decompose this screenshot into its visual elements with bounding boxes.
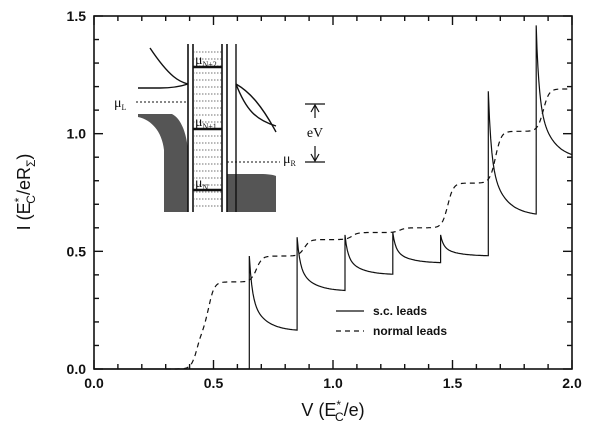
- inset-right-lead-fill: [227, 174, 276, 212]
- series-line-sc-leads: [94, 25, 573, 370]
- inset-left-upper-edge-2: [138, 83, 189, 89]
- series-line-normal-leads: [165, 88, 572, 370]
- inset-ev-arrowhead-down: [310, 153, 320, 163]
- inset-label-mu-n: μN: [195, 176, 209, 192]
- inset-left-upper-edge: [149, 47, 189, 85]
- legend-label-sc-leads: s.c. leads: [373, 304, 427, 318]
- y-tick-label: 0.0: [67, 361, 87, 377]
- y-axis-label: I (E*C/eRΣ): [12, 154, 38, 231]
- inset-energy-diagram: μL μR μN+2 μN+1 μN eV: [114, 44, 325, 212]
- inset-ev-arrowhead-up: [310, 103, 320, 113]
- legend-label-normal-leads: normal leads: [373, 324, 447, 338]
- inset-label-ev: eV: [307, 126, 323, 141]
- y-tick-label: 0.5: [67, 243, 87, 259]
- inset-label-mu-n2: μN+2: [195, 53, 217, 69]
- y-tick-labels: 0.0 0.5 1.0 1.5: [67, 8, 87, 377]
- inset-label-mu-n1: μN+1: [195, 115, 217, 131]
- inset-left-lead-fill: [138, 114, 188, 212]
- x-axis-label: V (E* C/e): [301, 398, 364, 424]
- y-tick-label: 1.5: [67, 8, 87, 24]
- legend: s.c. leads normal leads: [336, 304, 447, 338]
- x-tick-label: 2.0: [562, 375, 582, 391]
- inset-label-mu-l: μL: [114, 96, 127, 112]
- x-tick-label: 1.5: [443, 375, 463, 391]
- x-tick-label: 1.0: [323, 375, 343, 391]
- inset-right-upper-edge: [235, 83, 277, 133]
- inset-right-upper-edge-2: [235, 83, 277, 127]
- x-tick-label: 0.5: [204, 375, 224, 391]
- y-tick-label: 1.0: [67, 126, 87, 142]
- axis-ticks: [93, 15, 573, 370]
- x-tick-label: 0.0: [84, 375, 104, 391]
- x-tick-labels: 0.0 0.5 1.0 1.5 2.0: [84, 375, 582, 391]
- inset-label-mu-r: μR: [283, 152, 297, 168]
